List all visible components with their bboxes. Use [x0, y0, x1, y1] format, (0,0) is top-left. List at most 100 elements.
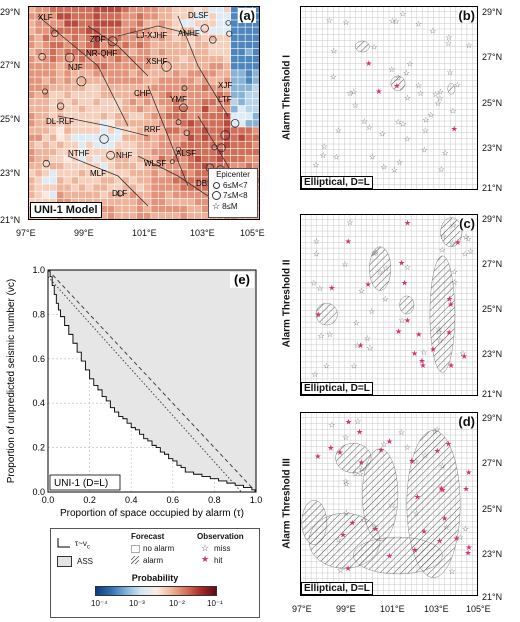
- miss-star: ☆: [395, 74, 402, 83]
- probability-cell: [180, 48, 187, 56]
- probability-cell: [35, 113, 42, 120]
- probability-cell: [180, 212, 187, 220]
- probability-cell: [71, 91, 79, 99]
- miss-star: ☆: [368, 307, 375, 316]
- probability-cell: [129, 198, 137, 206]
- probability-cell: [144, 170, 151, 177]
- probability-cell: [165, 120, 173, 127]
- probability-cell: [187, 41, 195, 49]
- probability-cell: [71, 6, 79, 13]
- probability-cell: [71, 13, 79, 20]
- probability-cell: [223, 27, 231, 34]
- probability-cell: [216, 34, 224, 42]
- probability-cell: [151, 6, 158, 13]
- fault-label: DBFF: [196, 179, 217, 188]
- probability-cell: [28, 34, 35, 42]
- probability-cell: [194, 84, 202, 91]
- probability-cell: [194, 148, 202, 156]
- probability-cell: [78, 127, 86, 134]
- probability-cell: [223, 127, 231, 134]
- probability-cell: [78, 84, 86, 91]
- probability-cell: [202, 48, 209, 56]
- alarm-region: [369, 246, 391, 291]
- probability-cell: [136, 113, 144, 120]
- probability-cell: [93, 34, 100, 42]
- miss-star: ☆: [358, 465, 365, 474]
- probability-cell: [115, 13, 122, 20]
- probability-cell: [202, 84, 209, 91]
- hit-star: ★: [465, 543, 472, 552]
- probability-cell: [151, 105, 158, 113]
- fault-label: XJF: [218, 81, 232, 90]
- probability-cell: [71, 34, 79, 42]
- miss-star: ☆: [447, 68, 454, 77]
- probability-cell: [245, 98, 253, 106]
- probability-cell: [129, 91, 137, 99]
- probability-cell: [64, 198, 71, 206]
- step-curve-icon: [57, 538, 70, 548]
- probability-cell: [252, 70, 260, 77]
- miss-star: ☆: [380, 440, 387, 449]
- y-tick-label: 1.0: [32, 265, 45, 275]
- probability-cell: [100, 162, 108, 170]
- probability-cell: [64, 98, 71, 106]
- probability-cell: [115, 141, 122, 149]
- miss-star: ☆: [457, 533, 464, 542]
- probability-cell: [129, 6, 137, 13]
- hit-star: ★: [454, 238, 461, 247]
- probability-cell: [165, 98, 173, 106]
- miss-star: ☆: [404, 135, 411, 144]
- epicenter-marker: [230, 119, 240, 128]
- miss-star: ☆: [326, 16, 333, 25]
- probability-cell: [100, 120, 108, 127]
- probability-cell: [35, 141, 42, 149]
- miss-star: ☆: [352, 470, 359, 479]
- probability-cell: [144, 155, 151, 163]
- probability-cell: [187, 141, 195, 149]
- probability-cell: [64, 77, 71, 84]
- probability-cell: [42, 55, 50, 63]
- miss-star: ☆: [449, 106, 456, 115]
- probability-cell: [115, 48, 122, 56]
- miss-star: ☆: [438, 165, 445, 174]
- probability-cell: [173, 20, 180, 27]
- probability-cell: [115, 84, 122, 91]
- probability-cell: [231, 120, 238, 127]
- probability-cell: [57, 91, 64, 99]
- miss-star: ☆: [379, 130, 386, 139]
- miss-star: ☆: [415, 81, 422, 90]
- probability-cell: [78, 162, 86, 170]
- probability-cell: [100, 70, 108, 77]
- fault-line: [117, 25, 199, 37]
- probability-cell: [187, 105, 195, 113]
- probability-cell: [129, 63, 137, 70]
- probability-cell: [42, 148, 50, 156]
- probability-cell: [223, 105, 231, 113]
- probability-cell: [252, 134, 260, 141]
- probability-cell: [100, 84, 108, 91]
- probability-cell: [202, 198, 209, 206]
- probability-cell: [209, 34, 216, 42]
- probability-cell: [245, 148, 253, 156]
- probability-cell: [144, 120, 151, 127]
- probability-cell: [35, 27, 42, 34]
- miss-star: ☆: [462, 525, 469, 534]
- probability-cell: [173, 70, 180, 77]
- probability-cell: [64, 48, 71, 56]
- probability-cell: [231, 105, 238, 113]
- probability-cell: [71, 70, 79, 77]
- molchan-step-curve: [48, 269, 257, 492]
- grid-lines: [300, 6, 478, 190]
- probability-cell: [165, 70, 173, 77]
- probability-cell: [64, 91, 71, 99]
- probability-cell: [49, 55, 57, 63]
- probability-cell: [231, 20, 238, 27]
- probability-cell: [28, 70, 35, 77]
- miss-star: ☆: [427, 111, 434, 120]
- fault-label: LJ-XJHF: [136, 31, 167, 40]
- miss-star: ☆: [399, 120, 406, 129]
- probability-cell: [28, 48, 35, 56]
- probability-cell: [187, 113, 195, 120]
- probability-cell: [35, 63, 42, 70]
- probability-cell: [28, 91, 35, 99]
